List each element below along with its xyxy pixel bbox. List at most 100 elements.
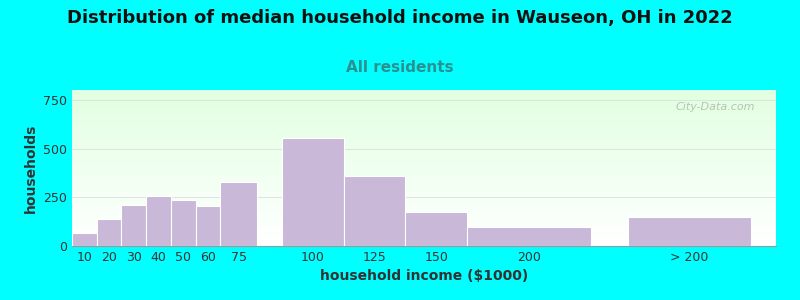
Bar: [72, 140, 776, 142]
Bar: [72, 196, 776, 198]
Bar: [72, 116, 776, 118]
Text: City-Data.com: City-Data.com: [675, 103, 755, 112]
Bar: [72, 159, 776, 160]
Bar: [72, 143, 776, 145]
Bar: [72, 152, 776, 154]
Bar: [72, 104, 776, 106]
Bar: [72, 198, 776, 199]
Bar: [72, 233, 776, 235]
Bar: [72, 177, 776, 179]
Bar: [72, 221, 776, 223]
Bar: [72, 191, 776, 193]
Bar: [72, 120, 776, 121]
Bar: [72, 103, 776, 104]
Bar: [72, 130, 776, 132]
Bar: [72, 223, 776, 224]
Bar: [72, 193, 776, 194]
Bar: [72, 109, 776, 110]
Bar: [72, 227, 776, 229]
Bar: [72, 98, 776, 99]
Bar: [72, 240, 776, 241]
Bar: [220, 182, 258, 246]
Bar: [72, 229, 776, 230]
Bar: [72, 235, 776, 237]
Bar: [72, 218, 776, 220]
Bar: [72, 151, 776, 152]
Bar: [72, 113, 776, 115]
Bar: [72, 149, 776, 151]
Bar: [72, 162, 776, 163]
Bar: [72, 230, 776, 232]
Bar: [72, 238, 776, 240]
Bar: [72, 226, 776, 227]
Y-axis label: households: households: [23, 123, 38, 213]
Bar: [72, 107, 776, 109]
Bar: [72, 237, 776, 238]
Bar: [72, 174, 776, 176]
Bar: [72, 165, 776, 166]
Bar: [72, 126, 776, 128]
Bar: [72, 121, 776, 123]
Bar: [72, 112, 776, 113]
Bar: [72, 145, 776, 146]
Bar: [72, 215, 776, 216]
Bar: [97, 219, 122, 246]
Bar: [72, 93, 776, 95]
Bar: [72, 129, 776, 130]
Bar: [72, 160, 776, 162]
Bar: [72, 146, 776, 148]
Bar: [72, 92, 776, 93]
Bar: [72, 173, 776, 174]
Bar: [72, 187, 776, 188]
Bar: [72, 134, 776, 135]
Bar: [195, 206, 220, 246]
X-axis label: household income ($1000): household income ($1000): [320, 269, 528, 284]
Bar: [72, 155, 776, 157]
Bar: [72, 216, 776, 218]
Bar: [72, 110, 776, 112]
Text: Distribution of median household income in Wauseon, OH in 2022: Distribution of median household income …: [67, 9, 733, 27]
Bar: [406, 212, 467, 246]
Bar: [72, 181, 776, 182]
Bar: [467, 226, 590, 246]
Bar: [122, 205, 146, 246]
Bar: [72, 138, 776, 140]
Bar: [72, 96, 776, 98]
Bar: [72, 243, 776, 244]
Bar: [72, 202, 776, 204]
Bar: [72, 208, 776, 210]
Bar: [72, 135, 776, 137]
Bar: [72, 212, 776, 213]
Bar: [72, 233, 97, 246]
Bar: [72, 224, 776, 226]
Bar: [72, 157, 776, 159]
Bar: [72, 124, 776, 126]
Bar: [72, 101, 776, 103]
Bar: [72, 182, 776, 184]
Bar: [72, 148, 776, 149]
Bar: [72, 95, 776, 96]
Bar: [72, 220, 776, 221]
Bar: [72, 115, 776, 116]
Bar: [72, 179, 776, 181]
Bar: [72, 207, 776, 208]
Bar: [72, 185, 776, 187]
Bar: [72, 210, 776, 212]
Bar: [72, 163, 776, 165]
Bar: [72, 169, 776, 171]
Bar: [72, 204, 776, 206]
Bar: [72, 199, 776, 201]
Bar: [72, 90, 776, 92]
Bar: [72, 137, 776, 138]
Bar: [282, 138, 344, 246]
Bar: [72, 190, 776, 191]
Bar: [72, 188, 776, 190]
Bar: [72, 244, 776, 246]
Bar: [72, 176, 776, 177]
Bar: [72, 194, 776, 196]
Bar: [72, 154, 776, 155]
Bar: [72, 142, 776, 143]
Bar: [72, 232, 776, 233]
Bar: [628, 217, 751, 246]
Bar: [72, 118, 776, 120]
